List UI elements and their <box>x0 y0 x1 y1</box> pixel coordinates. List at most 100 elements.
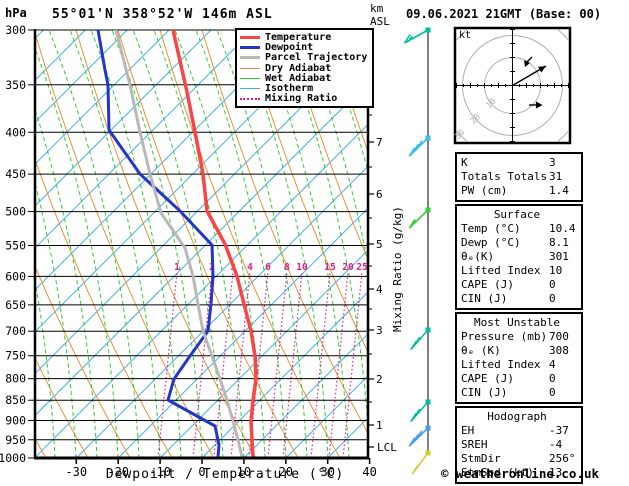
isotherm-line <box>35 30 296 291</box>
legend-label: Parcel Trajectory <box>265 52 368 64</box>
mixing-ratio-label: 15 <box>324 262 336 273</box>
wind-barb-full-tick <box>413 336 421 347</box>
pressure-tick-label: 900 <box>5 414 26 428</box>
table-most-unstable: Most Unstable Pressure (mb) 700 θₑ (K) 308 Li… <box>455 312 583 404</box>
table-row: CAPE (J) 0 <box>461 372 581 386</box>
storm-marker <box>524 60 530 67</box>
table-row: Dewp (°C) 8.1 <box>461 236 581 250</box>
legend-label: Mixing Ratio <box>265 93 338 105</box>
wind-barb-full-tick <box>408 437 416 447</box>
isotherm-line <box>159 249 368 458</box>
table-row: Lifted Index 10 <box>461 264 581 278</box>
table-title: Most Unstable <box>473 316 561 329</box>
lcl-label: LCL <box>377 441 397 454</box>
dry-adiabat-line <box>35 158 173 458</box>
wind-barb <box>408 207 431 229</box>
legend-entry: Mixing Ratio <box>240 93 372 105</box>
mixing-ratio-line <box>282 271 303 458</box>
table-row: Pressure (mb) 700 <box>461 330 581 344</box>
wind-barb-full-tick <box>411 464 419 475</box>
row-label: Dewp (°C) <box>461 236 521 249</box>
datetime-title: 09.06.2021 21GMT (Base: 00) <box>406 7 602 21</box>
legend-entry: Isotherm <box>240 83 372 94</box>
legend-entry: Dewpoint <box>240 41 372 53</box>
legend-line-sample <box>240 88 260 90</box>
copyright: © weatheronline.co.uk <box>441 466 600 481</box>
table-surface: Surface Temp (°C) 10.4 Dewp (°C) 8.1 θₑ(K) 301… <box>455 204 583 310</box>
row-value: -37 <box>549 424 569 437</box>
table-row: θₑ(K) 301 <box>461 250 581 264</box>
wind-barb <box>410 327 431 351</box>
km-tick-label: 7 <box>376 136 383 149</box>
dry-adiabat-line <box>159 30 341 458</box>
row-value: 8.1 <box>549 236 569 249</box>
table-row: Temp (°C) 10.4 <box>461 222 581 236</box>
table-row: StmDir 256° <box>461 452 581 466</box>
wind-barb-full-tick <box>408 147 416 157</box>
table-row: PW (cm) 1.4 <box>461 184 581 198</box>
storm-marker <box>536 101 543 109</box>
table-title: Surface <box>493 208 541 221</box>
temp-tick-label: -30 <box>65 465 87 479</box>
legend-line-sample <box>240 97 260 100</box>
table-row: CAPE (J) 0 <box>461 278 581 292</box>
km-tick-label: 5 <box>376 238 383 251</box>
wind-barb-half-tick <box>408 35 413 41</box>
station-title: 55°01'N 358°52'W 146m ASL <box>52 7 273 22</box>
index-tables: K 3 Totals Totals 31 PW (cm) 1.4 Surface Temp (… <box>455 152 583 486</box>
dry-adiabat-line <box>201 30 368 435</box>
legend-label: Dry Adiabat <box>265 62 332 74</box>
isotherm-line <box>201 291 368 458</box>
temp-tick-label: 0 <box>198 465 205 479</box>
legend-label: Dewpoint <box>265 41 314 53</box>
series-temperature <box>171 30 258 458</box>
wind-barb-full-tick <box>412 143 420 154</box>
row-label: Lifted Index <box>461 264 541 277</box>
row-label: Pressure (mb) <box>461 330 548 343</box>
wind-barb <box>408 135 431 157</box>
pressure-tick-label: 400 <box>5 125 26 139</box>
isotherm-line <box>35 30 212 207</box>
legend: Temperature Dewpoint Parcel Trajectory Dry … <box>235 28 374 109</box>
mixing-ratio-line <box>213 271 234 458</box>
mixing-ratio-line <box>248 271 269 458</box>
temp-tick-label: 20 <box>279 465 293 479</box>
pressure-tick-label: 750 <box>5 349 26 363</box>
mixing-ratio-label: 4 <box>247 262 253 273</box>
km-tick-label: 4 <box>376 283 383 296</box>
wind-barb-shaft <box>408 209 429 229</box>
mixing-ratio-line <box>267 271 288 458</box>
pressure-tick-label: 650 <box>5 298 26 312</box>
row-label: CIN (J) <box>461 386 508 399</box>
row-value: 308 <box>549 344 569 357</box>
mixing-ratio-label: 20 <box>342 262 354 273</box>
row-label: StmDir <box>461 452 501 465</box>
wind-barb-full-tick <box>415 140 423 150</box>
row-label: K <box>461 156 468 169</box>
hodograph-arrow-head <box>538 66 546 73</box>
legend-entry: Temperature <box>240 32 372 43</box>
temp-tick-label: 10 <box>237 465 251 479</box>
wind-barb-half-tick <box>416 409 422 415</box>
isotherm-line <box>35 30 128 123</box>
row-value: 31 <box>549 170 563 183</box>
row-label: θₑ(K) <box>461 250 495 263</box>
row-value: 0 <box>549 372 556 385</box>
row-value: 301 <box>549 250 569 263</box>
pressure-tick-label: 450 <box>5 167 26 181</box>
wind-barb-full-tick <box>408 219 416 229</box>
pressure-tick-label: 500 <box>5 205 26 219</box>
row-value: -4 <box>549 438 563 451</box>
row-label: Temp (°C) <box>461 222 521 235</box>
hodograph-unit-label: kt <box>459 30 472 41</box>
pressure-tick-label: 550 <box>5 238 26 252</box>
pressure-tick-label: 300 <box>5 23 26 37</box>
legend-label: Wet Adiabat <box>265 72 332 84</box>
table-row: Lifted Index 4 <box>461 358 581 372</box>
mixing-ratio-label: 6 <box>265 262 271 273</box>
row-value: 256° <box>549 452 576 465</box>
mixing-ratio-line <box>310 271 331 458</box>
wind-barb <box>411 450 431 475</box>
